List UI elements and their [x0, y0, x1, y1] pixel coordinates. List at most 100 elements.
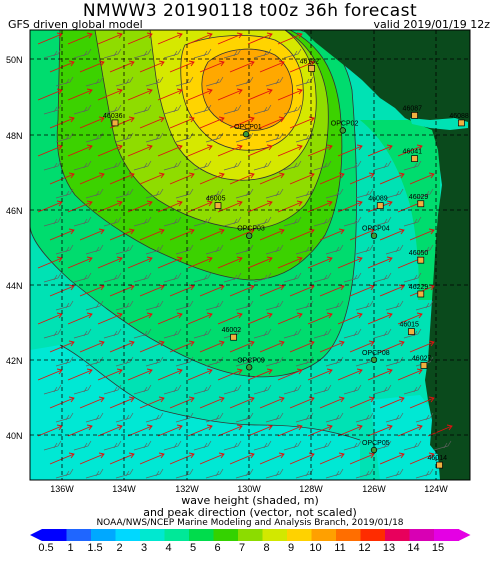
peak-direction-arrow — [337, 312, 363, 325]
peak-direction-arrow — [409, 228, 435, 241]
wind-barb — [175, 188, 194, 199]
wind-barb — [373, 440, 392, 451]
wind-barb — [385, 188, 404, 199]
peak-direction-arrow — [67, 32, 93, 45]
buoy-label: OPCP03 — [237, 226, 265, 233]
wind-barb — [223, 272, 242, 283]
wind-barb — [223, 216, 242, 227]
wind-barb — [295, 188, 314, 199]
wind-barb — [193, 104, 212, 115]
peak-direction-arrow — [247, 368, 273, 381]
peak-direction-arrow — [247, 312, 273, 325]
lat-label-42n: 42N — [6, 356, 23, 366]
wind-barb — [235, 76, 254, 87]
peak-direction-arrow — [259, 340, 285, 353]
wind-barb — [193, 216, 212, 227]
peak-direction-arrow — [277, 32, 303, 45]
wind-barb — [73, 104, 92, 115]
peak-direction-arrow — [307, 256, 333, 269]
wind-barb — [133, 440, 152, 451]
wind-barb — [385, 468, 404, 479]
wind-barb — [403, 384, 422, 395]
peak-direction-arrow — [379, 172, 405, 185]
peak-direction-arrow — [199, 228, 225, 241]
wind-barb — [43, 328, 62, 339]
valid-time-label: valid 2019/01/19 12z — [373, 18, 490, 31]
buoy-label: 46015 — [399, 322, 419, 329]
wind-barb — [403, 272, 422, 283]
wind-barbs — [43, 48, 452, 479]
peak-direction-arrow — [169, 172, 195, 185]
peak-direction-arrow — [379, 452, 405, 465]
peak-direction-arrow — [169, 284, 195, 297]
peak-direction-arrow — [67, 424, 93, 437]
wind-barb — [265, 468, 284, 479]
color-bar-cell — [115, 529, 141, 541]
peak-direction-arrow — [157, 368, 183, 381]
color-bar-cell — [385, 529, 410, 541]
wind-barb — [253, 48, 272, 59]
buoy-marker — [230, 333, 237, 341]
buoy-marker — [214, 202, 222, 209]
wind-barb — [205, 188, 224, 199]
peak-direction-arrow — [157, 200, 183, 213]
peak-direction-arrow — [139, 172, 165, 185]
wind-barb — [73, 440, 92, 451]
wind-barb — [193, 160, 212, 171]
wind-barb — [145, 188, 164, 199]
peak-direction-arrow — [259, 396, 285, 409]
peak-direction-arrow — [229, 340, 255, 353]
peak-direction-arrow — [67, 256, 93, 269]
peak-direction-arrow — [307, 424, 333, 437]
peak-direction-arrow — [187, 32, 213, 45]
wind-barb — [265, 244, 284, 255]
wind-barb — [343, 384, 362, 395]
peak-direction-arrow — [127, 88, 153, 101]
wind-barb — [145, 412, 164, 423]
peak-direction-arrow — [169, 60, 195, 73]
wind-barb — [133, 160, 152, 171]
wind-barb — [235, 468, 254, 479]
color-bar-label: 14 — [407, 542, 419, 554]
lon-label-136w: 136W — [50, 484, 74, 494]
color-bar-label: 9 — [288, 542, 294, 554]
peak-direction-arrow — [247, 424, 273, 437]
peak-direction-arrow — [217, 256, 243, 269]
lat-label-48n: 48N — [6, 131, 23, 141]
wind-barb — [253, 272, 272, 283]
wave-band-3m — [30, 345, 360, 480]
peak-direction-arrow — [277, 424, 303, 437]
peak-direction-arrow — [367, 424, 393, 437]
peak-direction-arrow — [79, 172, 105, 185]
caption-peak-direction: and peak direction (vector, not scaled) — [143, 506, 357, 519]
buoy-label: OPCP04 — [362, 226, 390, 233]
wind-barb — [175, 412, 194, 423]
wind-barb — [313, 440, 332, 451]
peak-direction-arrow — [109, 396, 135, 409]
wind-barb — [325, 468, 344, 479]
peak-direction-arrow — [157, 424, 183, 437]
peak-direction-arrow — [379, 228, 405, 241]
caption-wave-height: wave height (shaded, m) — [181, 494, 319, 507]
peak-direction-arrow — [97, 144, 123, 157]
peak-direction-arrow — [319, 396, 345, 409]
wind-barb — [133, 216, 152, 227]
wind-barb — [175, 244, 194, 255]
peak-direction-arrow — [97, 32, 123, 45]
color-bar-label: 10 — [309, 542, 321, 554]
peak-direction-arrow — [229, 452, 255, 465]
peak-direction-arrow — [127, 256, 153, 269]
wind-barb — [43, 160, 62, 171]
buoy-marker — [339, 127, 346, 134]
wind-barb — [85, 468, 104, 479]
wind-barb — [163, 48, 182, 59]
wind-barb — [73, 272, 92, 283]
wind-barb — [235, 188, 254, 199]
peak-direction-arrow — [139, 228, 165, 241]
peak-direction-arrow — [259, 452, 285, 465]
buoy-marker — [370, 446, 378, 454]
buoy-marker — [417, 256, 425, 264]
wind-barb — [115, 188, 134, 199]
wind-barb — [295, 468, 314, 479]
lat-label-40n: 40N — [6, 431, 23, 441]
